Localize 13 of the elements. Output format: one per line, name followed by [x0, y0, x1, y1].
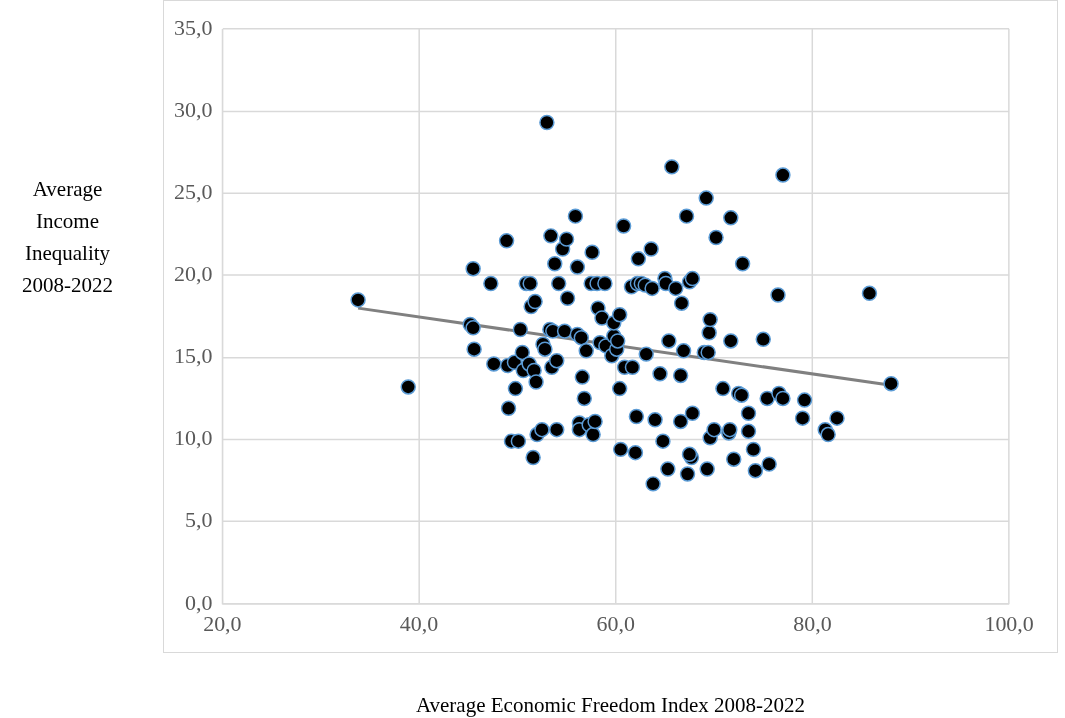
y-tick-label: 25,0: [173, 178, 213, 204]
y-tick-label: 15,0: [173, 343, 213, 369]
x-tick-label: 100,0: [984, 610, 1034, 636]
y-tick-label: 30,0: [173, 96, 213, 122]
y-axis-title: Average Income Inequality 2008-2022: [21, 176, 114, 299]
y-tick-label: 35,0: [173, 14, 213, 40]
x-tick-label: 40,0: [399, 610, 439, 636]
y-tick-label: 20,0: [173, 261, 213, 287]
x-axis-title: Average Economic Freedom Index 2008-2022: [414, 693, 807, 718]
y-tick-label: 10,0: [173, 425, 213, 451]
x-tick-label: 80,0: [793, 610, 832, 636]
y-tick-label: 5,0: [184, 507, 213, 533]
x-tick-label: 60,0: [596, 610, 635, 636]
